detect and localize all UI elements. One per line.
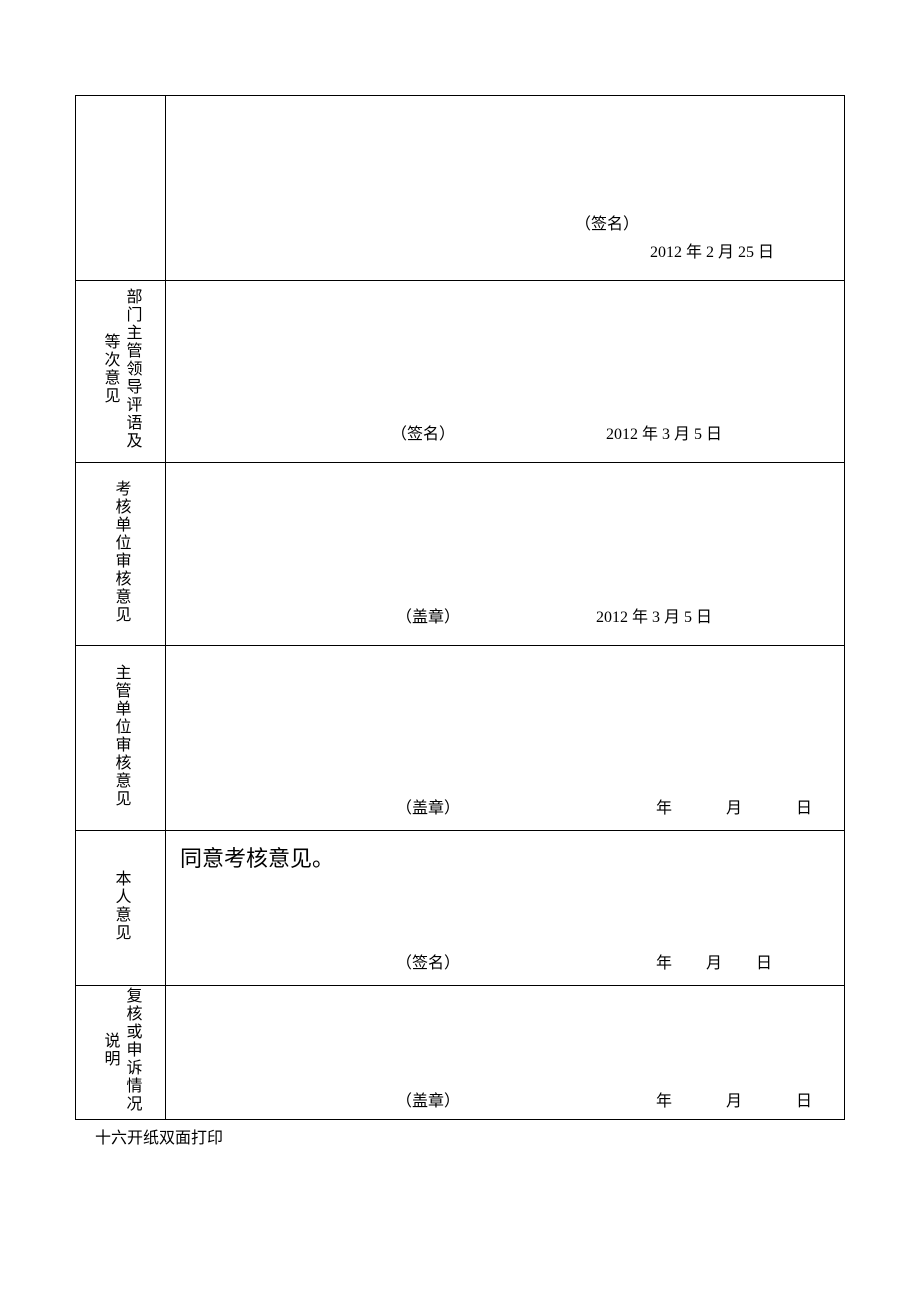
date-month: 月: [726, 1087, 742, 1111]
date-year: 年: [656, 794, 672, 818]
date-day: 日: [756, 949, 772, 973]
table-row: 考核单位审核意见 （盖章） 2012 年 3 月 5 日: [76, 463, 845, 646]
date-text: 2012 年 3 月 5 日: [596, 603, 712, 627]
signature-label: （签名）: [575, 210, 639, 234]
row-label: 复核或申诉情况说明: [99, 986, 143, 1114]
row4-label-cell: 主管单位审核意见: [76, 646, 166, 831]
row-label: 考核单位审核意见: [110, 480, 132, 624]
row2-content: （签名） 2012 年 3 月 5 日: [166, 281, 845, 463]
row6-label-cell: 复核或申诉情况说明: [76, 986, 166, 1120]
row-label: 主管单位审核意见: [110, 664, 132, 808]
row-label: 部门主管领导评语及等次意见: [99, 281, 143, 457]
row5-label-cell: 本人意见: [76, 831, 166, 986]
date-year: 年: [656, 1087, 672, 1111]
form-page: （签名） 2012 年 2 月 25 日 部门主管领导评语及等次意见 （签名） …: [75, 95, 845, 1148]
date-day: 日: [796, 1087, 812, 1111]
row3-content: （盖章） 2012 年 3 月 5 日: [166, 463, 845, 646]
date-text: 2012 年 3 月 5 日: [606, 420, 722, 444]
personal-opinion-text: 同意考核意见。: [166, 831, 844, 883]
table-row: 复核或申诉情况说明 （盖章） 年 月 日: [76, 986, 845, 1120]
row1-content: （签名） 2012 年 2 月 25 日: [166, 96, 845, 281]
row4-content: （盖章） 年 月 日: [166, 646, 845, 831]
print-footnote: 十六开纸双面打印: [75, 1120, 845, 1148]
row3-label-cell: 考核单位审核意见: [76, 463, 166, 646]
seal-label: （盖章）: [396, 794, 460, 818]
signature-label: （签名）: [391, 420, 455, 444]
row-label: 本人意见: [110, 870, 132, 942]
signature-label: （签名）: [396, 949, 460, 973]
table-row: （签名） 2012 年 2 月 25 日: [76, 96, 845, 281]
row2-label-cell: 部门主管领导评语及等次意见: [76, 281, 166, 463]
date-month: 月: [726, 794, 742, 818]
table-row: 主管单位审核意见 （盖章） 年 月 日: [76, 646, 845, 831]
table-row: 部门主管领导评语及等次意见 （签名） 2012 年 3 月 5 日: [76, 281, 845, 463]
row1-label-cell: [76, 96, 166, 281]
date-year: 年: [656, 949, 672, 973]
date-month: 月: [706, 949, 722, 973]
approval-table: （签名） 2012 年 2 月 25 日 部门主管领导评语及等次意见 （签名） …: [75, 95, 845, 1120]
seal-label: （盖章）: [396, 1087, 460, 1111]
seal-label: （盖章）: [396, 603, 460, 627]
date-text: 2012 年 2 月 25 日: [650, 238, 774, 262]
row6-content: （盖章） 年 月 日: [166, 986, 845, 1120]
table-row: 本人意见 同意考核意见。 （签名） 年 月 日: [76, 831, 845, 986]
row5-content: 同意考核意见。 （签名） 年 月 日: [166, 831, 845, 986]
date-day: 日: [796, 794, 812, 818]
